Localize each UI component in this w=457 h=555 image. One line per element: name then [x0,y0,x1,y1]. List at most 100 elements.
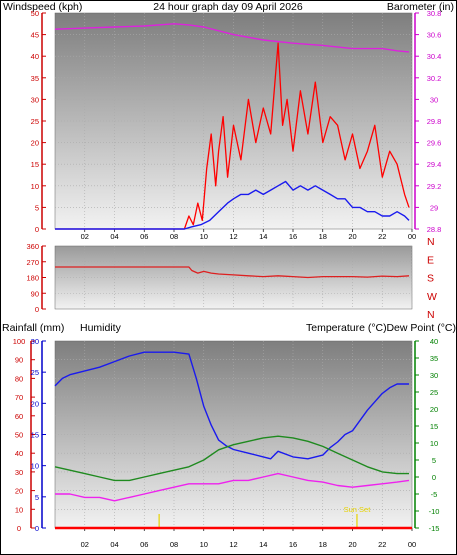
x-tick-label: 14 [259,232,267,241]
rainfall-axis-label: 30 [31,337,39,346]
compass-label: N [427,236,435,248]
barometer-axis-label: 30.4 [427,52,442,61]
dew_point-series [55,472,410,502]
direction-series [55,266,410,279]
temperature-axis-label: -5 [431,490,438,499]
rainfall-axis-label: 5 [35,493,39,502]
x-tick-label: 08 [170,232,178,241]
humidity-series [54,351,409,460]
humidity-axis-label: Humidity [80,322,122,334]
x-tick-label: 20 [348,540,356,549]
barometer-axis-label: 29 [430,203,438,212]
compass-label: N [427,309,435,321]
x-tick-label: 18 [319,540,327,549]
rainfall-axis-label: 20 [31,399,39,408]
windspeed-axis-label: 45 [31,31,39,40]
x-tick-label: 06 [140,540,148,549]
x-tick-label: 10 [200,232,208,241]
windspeed-axis-label: 25 [31,117,39,126]
x-tick-label: 02 [81,232,89,241]
barometer-axis-label: 30.8 [427,9,442,18]
x-tick-label: 12 [229,540,237,549]
humidity-axis-label: 20 [15,487,23,496]
temperature-axis-label: 30 [430,371,438,380]
rainfall-axis-label: Rainfall (mm) [2,322,64,334]
windspeed-axis-label: 30 [31,95,39,104]
humidity-axis-label: 50 [15,431,23,440]
temperature-axis-label: 25 [430,388,438,397]
compass-label: S [427,273,434,285]
x-tick-label: 04 [110,540,118,549]
temperature-axis-label: Temperature (°C) [306,322,387,334]
temperature-axis-label: -10 [429,507,440,516]
rainfall-axis-label: 0 [35,524,39,533]
barometer-series [54,23,410,53]
windspeed-axis-label: 5 [35,203,39,212]
rainfall-axis-label: 15 [31,431,39,440]
temperature-axis-label: 15 [430,422,438,431]
windspeed-axis-label: 40 [31,52,39,61]
humidity-axis-label: 70 [15,393,23,402]
dew-point-axis-label: Dew Point (°C) [386,322,456,334]
windspeed-axis-label: 20 [31,139,39,148]
barometer-axis-label: 30.2 [427,74,442,83]
compass-label: W [427,291,437,303]
humidity-axis-label: 80 [15,374,23,383]
wind-barometer-panel: 0 5 10 15 20 25 30 35 40 45 50 28.8 29 29.2 29.4 29.6 29… [31,9,442,241]
humidity-axis-label: 0 [17,524,21,533]
x-tick-label: 10 [200,540,208,549]
avg_wind-series [55,180,410,230]
barometer-axis-label: 30 [430,95,438,104]
rainfall-axis-label: 25 [31,368,39,377]
windspeed-axis-label: 10 [31,182,39,191]
x-tick-label: 00 [408,232,416,241]
windspeed-axis-label: Windspeed (kph) [3,1,82,13]
temperature-axis-label: 35 [430,354,438,363]
temperature-axis-label: 0 [432,473,436,482]
x-tick-label: 16 [289,232,297,241]
wind-series [55,42,410,230]
temperature-axis-label: 5 [432,456,436,465]
humidity-axis-label: 60 [15,412,23,421]
sun-set-label: Sun Set [344,505,372,514]
windspeed-axis-label: 50 [31,9,39,18]
x-tick-label: 20 [348,232,356,241]
direction-axis-label: 270 [26,258,39,267]
temperature-axis-label: -15 [429,524,440,533]
barometer-axis-label: 29.2 [427,182,442,191]
x-tick-label: 00 [408,540,416,549]
barometer-axis-label: 29.6 [427,139,442,148]
x-tick-label: 16 [289,540,297,549]
graph-title: 24 hour graph day 09 April 2026 [153,1,303,13]
humidity-axis-label: 30 [15,468,23,477]
barometer-axis-label: 29.4 [427,160,442,169]
x-tick-label: 02 [81,540,89,549]
x-tick-label: 12 [229,232,237,241]
rainfall-axis-label: 10 [31,462,39,471]
compass-label: E [427,254,434,266]
humidity-axis-label: 40 [15,449,23,458]
barometer-axis-label: 29.8 [427,117,442,126]
x-tick-label: 06 [140,232,148,241]
x-tick-label: 22 [378,540,386,549]
humidity-axis-label: 90 [15,356,23,365]
x-tick-label: 18 [319,232,327,241]
direction-axis-label: 180 [26,274,39,283]
temperature-axis-label: 40 [430,337,438,346]
windspeed-axis-label: 35 [31,74,39,83]
x-tick-label: 08 [170,540,178,549]
humidity-axis-label: 100 [13,337,26,346]
direction-axis-label: 0 [35,305,39,314]
windspeed-axis-label: 15 [31,160,39,169]
x-tick-label: 04 [110,232,118,241]
x-tick-label: 14 [259,540,267,549]
barometer-axis-label: 30.6 [427,31,442,40]
x-tick-label: 22 [378,232,386,241]
humidity-axis-label: 10 [15,505,23,514]
direction-axis-label: 360 [26,242,39,251]
temperature-axis-label: 20 [430,405,438,414]
direction-axis-label: 90 [31,289,39,298]
temperature-series [54,435,409,482]
